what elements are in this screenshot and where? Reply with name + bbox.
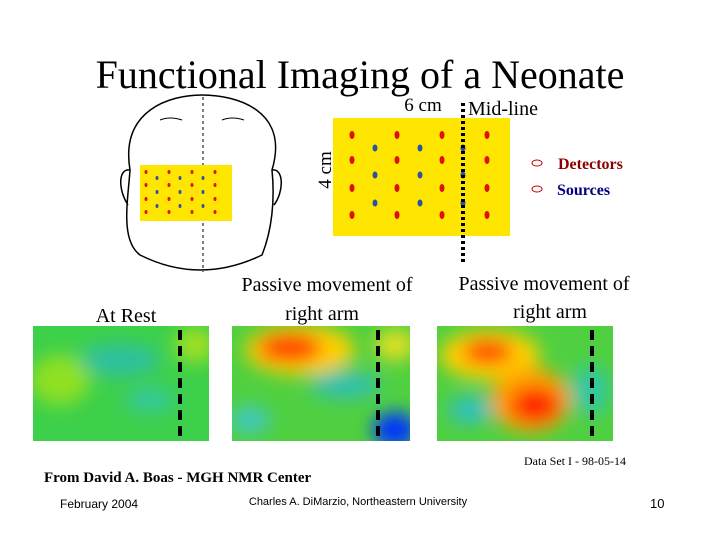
optode [155, 204, 159, 208]
mid-line-marker [178, 330, 594, 442]
optode [394, 156, 400, 164]
width-label: 6 cm [404, 95, 442, 116]
optode [178, 204, 182, 208]
footer-author: Charles A. DiMarzio, Northeastern Univer… [249, 496, 468, 508]
optode [190, 210, 194, 214]
optode [372, 199, 378, 207]
optode [167, 170, 171, 174]
height-label: 4 cm [315, 151, 336, 189]
optode [484, 184, 490, 192]
panel-label: Passive movement of [241, 274, 412, 296]
optode [190, 183, 194, 187]
legend-label: Detectors [558, 156, 623, 173]
optode [190, 197, 194, 201]
panel-label: At Rest [96, 305, 157, 327]
legend-marker [531, 185, 543, 193]
page-number: 10 [650, 496, 664, 511]
optode [178, 190, 182, 194]
optode [372, 144, 378, 152]
midline-label: Mid-line [468, 98, 538, 120]
optode [417, 171, 423, 179]
optode [201, 176, 205, 180]
optode [394, 211, 400, 219]
probe-small [140, 165, 232, 221]
optode [167, 197, 171, 201]
optode [144, 183, 148, 187]
optode [349, 131, 355, 139]
optode [213, 183, 217, 187]
optode [167, 183, 171, 187]
optode [349, 156, 355, 164]
optode [439, 211, 445, 219]
heatmap [232, 326, 410, 441]
optode [155, 176, 159, 180]
dataset: Data Set I - 98-05-14 [524, 454, 626, 468]
legend-label: Sources [557, 182, 610, 199]
optode [394, 131, 400, 139]
optode [178, 176, 182, 180]
optode [190, 170, 194, 174]
optode [417, 144, 423, 152]
optode [484, 211, 490, 219]
optode [155, 190, 159, 194]
optode [349, 184, 355, 192]
optode [167, 210, 171, 214]
optode [201, 190, 205, 194]
panel-label: Passive movement of [458, 273, 629, 295]
panel-label: right arm [513, 301, 587, 323]
title: Functional Imaging of a Neonate [96, 52, 625, 97]
optode [439, 131, 445, 139]
optode [439, 156, 445, 164]
panel-label: right arm [285, 303, 359, 325]
optode [201, 204, 205, 208]
head-diagram [120, 94, 282, 272]
optode [394, 184, 400, 192]
legend-marker [531, 159, 543, 167]
optode [213, 197, 217, 201]
optode [484, 156, 490, 164]
optode [349, 211, 355, 219]
optode [439, 184, 445, 192]
optode [144, 197, 148, 201]
optode [144, 170, 148, 174]
optode [417, 199, 423, 207]
optode [372, 171, 378, 179]
optode [213, 210, 217, 214]
optode [484, 131, 490, 139]
optode [144, 210, 148, 214]
heatmap [33, 326, 209, 441]
optode [213, 170, 217, 174]
footer-date: February 2004 [60, 497, 138, 511]
heatmap [437, 326, 613, 441]
credit: From David A. Boas - MGH NMR Center [44, 470, 312, 486]
